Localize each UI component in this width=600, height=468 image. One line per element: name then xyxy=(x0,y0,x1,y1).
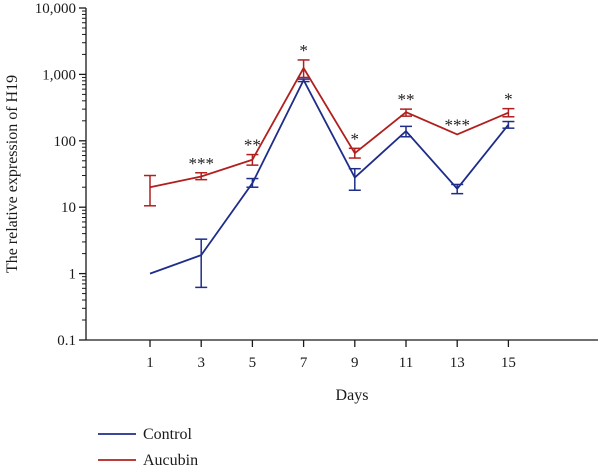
error-bar xyxy=(502,107,515,118)
significance-annotations: ************* xyxy=(188,41,512,173)
significance-label: ** xyxy=(398,90,415,109)
x-tick-label: 7 xyxy=(300,355,308,371)
significance-label: *** xyxy=(188,154,214,173)
legend-item: Control xyxy=(98,426,192,443)
series-layer xyxy=(144,59,515,289)
x-tick-label: 3 xyxy=(197,355,205,371)
significance-label: * xyxy=(299,41,308,60)
series-line xyxy=(149,78,510,275)
series-aucubin xyxy=(144,59,515,207)
y-tick-label: 1 xyxy=(69,267,77,283)
error-bar xyxy=(451,183,464,195)
error-bar xyxy=(246,153,259,166)
error-bar xyxy=(400,108,412,117)
error-bar xyxy=(195,172,208,181)
error-bar xyxy=(246,177,259,188)
x-tick-label: 15 xyxy=(501,355,516,371)
error-bar xyxy=(400,125,412,138)
legend: Control Aucubin xyxy=(98,426,198,468)
legend-label: Control xyxy=(143,426,192,443)
x-axis-title: Days xyxy=(336,387,369,404)
error-bar xyxy=(348,147,361,159)
x-tick-label: 9 xyxy=(351,355,359,371)
error-bar xyxy=(502,120,515,129)
y-tick-label: 100 xyxy=(54,134,77,150)
significance-label: *** xyxy=(444,115,470,134)
error-bar xyxy=(297,78,310,83)
x-tick-label: 1 xyxy=(146,355,154,371)
y-tick-label: 10,000 xyxy=(35,1,76,17)
error-bar xyxy=(348,167,361,191)
significance-label: * xyxy=(351,129,360,148)
series-line xyxy=(149,66,509,189)
y-tick-label: 1,000 xyxy=(42,67,76,83)
y-tick-label: 0.1 xyxy=(57,333,76,349)
x-tick-label: 5 xyxy=(249,355,257,371)
legend-label: Aucubin xyxy=(143,452,198,468)
x-tick-label: 13 xyxy=(450,355,465,371)
x-tick-label: 11 xyxy=(399,355,413,371)
legend-item: Aucubin xyxy=(98,452,198,468)
significance-label: * xyxy=(504,90,513,109)
error-bar xyxy=(297,59,310,79)
significance-label: ** xyxy=(244,136,261,155)
series-control xyxy=(149,78,515,289)
y-axis-title: The relative expression of H19 xyxy=(4,75,21,273)
y-tick-label: 10 xyxy=(61,200,76,216)
error-bar xyxy=(144,174,156,207)
error-bar xyxy=(195,238,208,289)
